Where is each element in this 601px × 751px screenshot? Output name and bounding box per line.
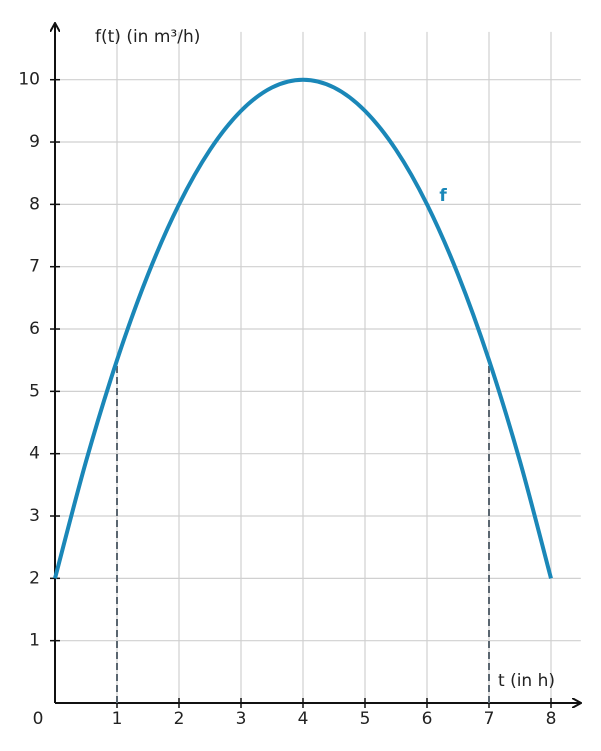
x-tick-label: 6 [422, 709, 433, 729]
y-tick-label: 2 [29, 568, 40, 588]
y-tick-label: 3 [29, 506, 40, 526]
curve-label: f [439, 186, 447, 206]
y-tick-label: 9 [29, 132, 40, 152]
x-axis-label: t (in h) [498, 671, 555, 691]
y-tick-label: 8 [29, 194, 40, 214]
y-tick-label: 5 [29, 381, 40, 401]
curve [53, 77, 553, 579]
x-tick-label: 8 [546, 709, 557, 729]
x-tick-label: 5 [360, 709, 371, 729]
x-tick-label: 0 [33, 709, 44, 729]
grid [55, 31, 581, 703]
y-tick-label: 6 [29, 319, 40, 339]
x-tick-label: 2 [174, 709, 185, 729]
y-tick-label: 7 [29, 257, 40, 277]
y-tick-label: 1 [29, 631, 40, 651]
y-tick-label: 10 [18, 70, 40, 90]
x-tick-label: 3 [236, 709, 247, 729]
x-tick-label: 7 [484, 709, 495, 729]
x-tick-label: 4 [298, 709, 309, 729]
y-tick-label: 4 [29, 444, 40, 464]
y-axis-label: f(t) (in m³/h) [95, 27, 200, 47]
x-tick-label: 1 [112, 709, 123, 729]
